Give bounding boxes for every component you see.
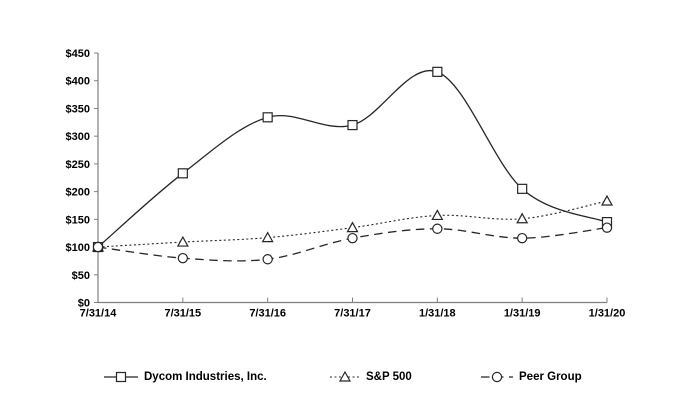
triangle-marker: [516, 212, 529, 224]
y-tick-label: $150: [66, 214, 90, 226]
y-tick-label: $250: [66, 159, 90, 171]
square-marker: [517, 183, 528, 194]
circle-marker: [177, 252, 189, 264]
legend-item-peer-group: Peer Group: [481, 369, 582, 384]
y-tick-label: $100: [66, 242, 90, 254]
y-tick-label: $450: [66, 48, 90, 60]
triangle-marker: [600, 194, 614, 206]
triangle-marker: [346, 221, 359, 233]
square-marker: [115, 371, 127, 382]
triangle-marker: [431, 209, 444, 221]
legend-swatch-dotted-triangle-icon: [330, 370, 360, 382]
chart-legend: Dycom Industries, Inc. S&P 500 Peer Grou…: [0, 369, 700, 385]
y-tick-label: $200: [66, 187, 90, 199]
y-tick-label: $0: [78, 298, 90, 310]
y-tick-label: $50: [72, 270, 90, 282]
x-tick-label: 1/31/20: [589, 308, 626, 320]
y-tick-label: $350: [66, 103, 90, 115]
triangle-marker: [261, 231, 274, 243]
circle-marker: [432, 223, 443, 234]
square-marker: [347, 119, 358, 131]
y-tick-label: $400: [66, 76, 90, 88]
legend-label-dycom: Dycom Industries, Inc.: [144, 370, 267, 383]
square-marker: [432, 66, 443, 77]
circle-marker: [601, 222, 613, 233]
x-tick-label: 7/31/15: [164, 308, 201, 320]
square-marker: [177, 168, 188, 179]
circle-marker: [347, 232, 358, 244]
circle-marker: [491, 371, 503, 382]
circle-marker: [516, 232, 528, 244]
legend-label-peer-group: Peer Group: [519, 370, 582, 383]
y-tick-label: $300: [66, 131, 90, 143]
triangle-marker: [338, 370, 352, 382]
legend-item-sp500: S&P 500: [330, 369, 412, 384]
legend-swatch-solid-square-icon: [104, 371, 138, 382]
circle-marker: [262, 254, 273, 265]
x-tick-label: 7/31/14: [80, 308, 118, 320]
legend-label-sp500: S&P 500: [366, 370, 412, 383]
x-tick-label: 7/31/16: [249, 308, 286, 320]
circle-marker: [92, 241, 104, 253]
square-marker: [262, 112, 273, 123]
series-line-0: [97, 69, 608, 248]
x-tick-label: 1/31/19: [504, 308, 541, 320]
series-line-2: [97, 227, 608, 262]
legend-item-dycom: Dycom Industries, Inc.: [104, 369, 267, 384]
x-tick-label: 7/31/17: [334, 308, 371, 320]
legend-swatch-dashed-circle-icon: [481, 371, 513, 382]
triangle-marker: [176, 235, 189, 247]
x-tick-label: 1/31/18: [419, 308, 456, 320]
